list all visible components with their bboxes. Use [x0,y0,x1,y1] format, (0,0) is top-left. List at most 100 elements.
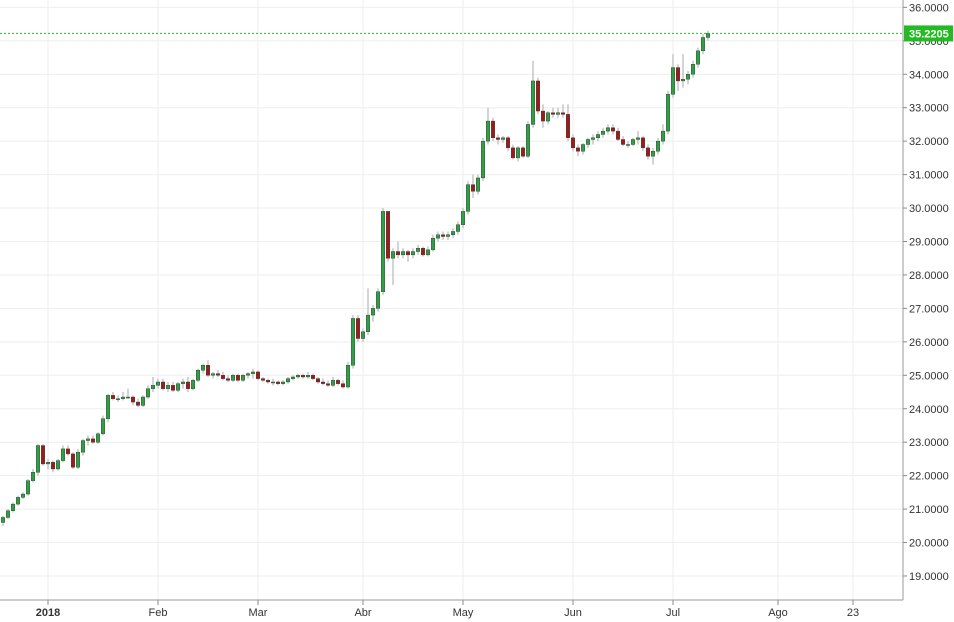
candle-up [686,74,691,80]
candle-down [616,130,621,140]
candle-up [411,251,416,256]
candle-up [691,64,696,75]
candle-up [371,308,376,316]
candle-up [596,134,601,139]
y-axis-labels: 19.0000 20.0000 21.0000 22.0000 23.0000 24.00… [909,2,949,583]
last-price-label: 35.2205 [909,28,949,40]
candle-down [185,381,190,389]
candle-up [601,130,606,135]
candle-up [100,418,105,435]
candle-down [336,380,341,384]
candle-down [261,378,266,381]
y-tick-label: 32.0000 [909,136,949,148]
candle-down [266,380,271,383]
candle-up [105,395,110,419]
candle-up [271,381,276,384]
candle-up [476,177,481,192]
grid [0,0,907,605]
y-tick-label: 23.0000 [909,437,949,449]
candle-up [250,371,255,374]
candle-down [641,137,646,149]
y-tick-label: 36.0000 [909,2,949,14]
candle-up [516,147,521,159]
candle-down [471,184,476,192]
candle-up [1,517,5,523]
candle-up [296,375,301,378]
candle-up [436,234,441,239]
candle-down [51,462,56,470]
x-tick-label: Feb [149,607,168,619]
candle-down [135,401,140,406]
x-tick-label: May [453,607,474,619]
x-tick-label: Ago [768,607,788,619]
candle-up [16,497,21,505]
candle-up [331,380,336,386]
candle-down [205,365,210,376]
candle-down [70,453,75,468]
candle-up [681,79,686,82]
candle-down [506,137,511,149]
candle-up [240,375,245,381]
candle-down [441,234,446,237]
candle-up [85,438,90,441]
y-tick-label: 21.0000 [909,504,949,516]
candle-up [366,314,371,333]
candle-up [671,67,676,95]
candle-up [591,137,596,140]
candle-up [80,440,85,453]
candle-up [431,237,436,251]
candle-up [526,124,531,157]
candle-up [651,150,656,157]
candle-down [41,445,46,465]
candle-down [326,383,331,386]
candle-down [341,383,346,388]
x-tick-label: Mar [249,607,268,619]
candle-up [481,140,486,179]
candle-down [611,127,616,132]
candle-down [235,375,240,381]
candle-up [696,50,701,65]
candle-down [276,381,281,384]
candle-up [281,381,286,384]
y-tick-label: 30.0000 [909,203,949,215]
candle-up [461,211,466,225]
candle-up [5,510,10,518]
candle-up [230,375,235,381]
y-tick-label: 34.0000 [909,69,949,81]
candle-up [140,396,145,406]
candle-up [61,448,66,461]
candle-up [200,365,205,371]
candle-down [396,251,401,256]
candle-up [546,112,551,122]
x-axis-labels: 2018 Feb Mar Abr May Jun Jul Ago 23 [36,607,859,619]
y-tick-label: 31.0000 [909,170,949,182]
candle-up [291,376,296,379]
candle-down [130,396,135,403]
last-price-badge: 35.2205 [904,25,953,42]
candle-up [381,211,386,292]
y-tick-label: 25.0000 [909,370,949,382]
candle-down [566,114,571,139]
candle-down [571,137,576,149]
candle-down [576,147,581,152]
y-tick-label: 26.0000 [909,337,949,349]
candle-down [551,112,556,115]
candle-up [656,140,661,152]
candle-up [145,388,150,398]
candle-up [486,120,491,142]
candle-up [701,37,706,52]
candle-up [36,445,41,473]
candle-down [256,371,261,379]
candle-up [351,318,356,366]
candle-up [180,381,185,384]
candle-down [215,373,220,376]
y-tick-label: 28.0000 [909,270,949,282]
candle-up [531,80,536,125]
x-tick-label: Jul [666,607,680,619]
last-price-badge-bg [904,25,953,42]
candle-up [10,503,15,511]
candle-down [90,438,95,443]
candle-up [416,247,421,252]
candle-down [541,110,546,122]
candle-up [346,365,351,388]
